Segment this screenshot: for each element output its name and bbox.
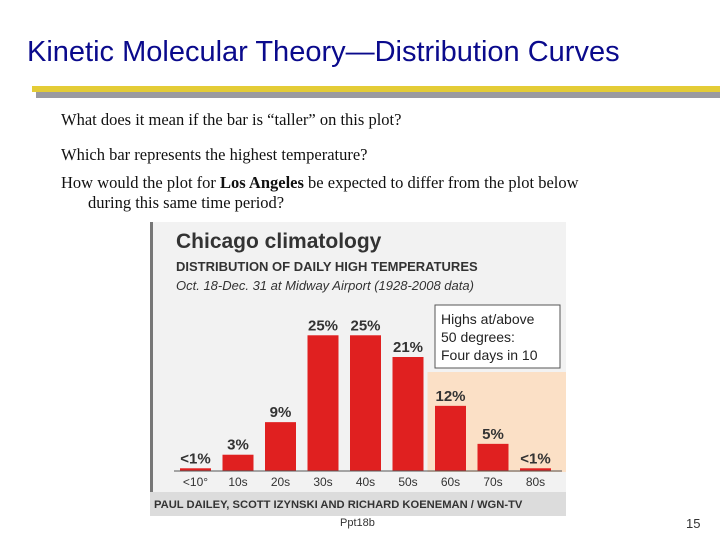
bar-0 <box>180 468 211 471</box>
title-rule <box>32 86 720 92</box>
question-1: What does it mean if the bar is “taller”… <box>61 110 402 129</box>
question-3-line2: during this same time period? <box>88 193 285 212</box>
x-tick-label-6: 60s <box>441 475 460 489</box>
bar-1 <box>222 454 254 471</box>
question-3-post: be expected to differ from the plot belo… <box>303 173 579 192</box>
bar-7 <box>477 443 509 471</box>
bar-value-label-0: <1% <box>180 450 210 467</box>
credit-band <box>150 492 566 516</box>
annotation-line-2: 50 degrees: <box>441 329 515 345</box>
bar-5 <box>392 357 424 471</box>
title-rule-shadow <box>36 92 720 98</box>
bar-value-label-4: 25% <box>350 317 380 334</box>
x-tick-label-3: 30s <box>313 475 332 489</box>
x-tick-label-7: 70s <box>483 475 502 489</box>
bar-2 <box>265 422 296 471</box>
footer-text: Ppt18b <box>340 517 375 529</box>
bars-group: <1% <10° 3% 10s 9% 20s 25% 30s 25% 40s 21% 50s 12% 60… <box>180 317 551 489</box>
bar-value-label-6: 12% <box>435 388 465 405</box>
chart-left-edge <box>150 222 153 516</box>
bar-value-label-8: <1% <box>520 450 550 467</box>
chart-credit: PAUL DAILEY, SCOTT IZYNSKI AND RICHARD K… <box>154 499 523 511</box>
bar-6 <box>435 405 466 471</box>
x-tick-label-8: 80s <box>526 475 545 489</box>
x-tick-label-2: 20s <box>271 475 290 489</box>
question-2: Which bar represents the highest tempera… <box>61 145 368 164</box>
bar-4 <box>350 335 381 471</box>
chart-subtitle-2: Oct. 18-Dec. 31 at Midway Airport (1928-… <box>176 278 474 293</box>
chart-title: Chicago climatology <box>176 230 382 253</box>
bar-value-label-3: 25% <box>308 317 338 334</box>
bar-value-label-2: 9% <box>270 404 292 421</box>
slide-title: Kinetic Molecular Theory—Distribution Cu… <box>27 36 620 68</box>
annotation-line-1: Highs at/above <box>441 311 535 327</box>
page-number: 15 <box>686 516 701 531</box>
bar-value-label-5: 21% <box>393 339 423 356</box>
annotation-box <box>434 304 561 369</box>
chart-subtitle: DISTRIBUTION OF DAILY HIGH TEMPERATURES <box>176 259 478 274</box>
annotation-line-3: Four days in 10 <box>441 347 538 363</box>
x-tick-label-5: 50s <box>398 475 417 489</box>
x-tick-label-0: <10° <box>183 475 208 489</box>
question-3-pre: How would the plot for <box>61 173 221 192</box>
x-tick-label-1: 10s <box>228 475 247 489</box>
bar-value-label-7: 5% <box>482 426 504 443</box>
question-3-city: Los Angeles <box>220 173 304 192</box>
bar-8 <box>520 468 551 471</box>
question-3: How would the plot for Los Angeles be ex… <box>61 173 579 213</box>
bar-value-label-1: 3% <box>227 437 249 454</box>
chicago-climatology-chart: Chicago climatology DISTRIBUTION OF DAIL… <box>150 222 566 516</box>
bar-3 <box>307 335 339 471</box>
x-tick-label-4: 40s <box>356 475 375 489</box>
